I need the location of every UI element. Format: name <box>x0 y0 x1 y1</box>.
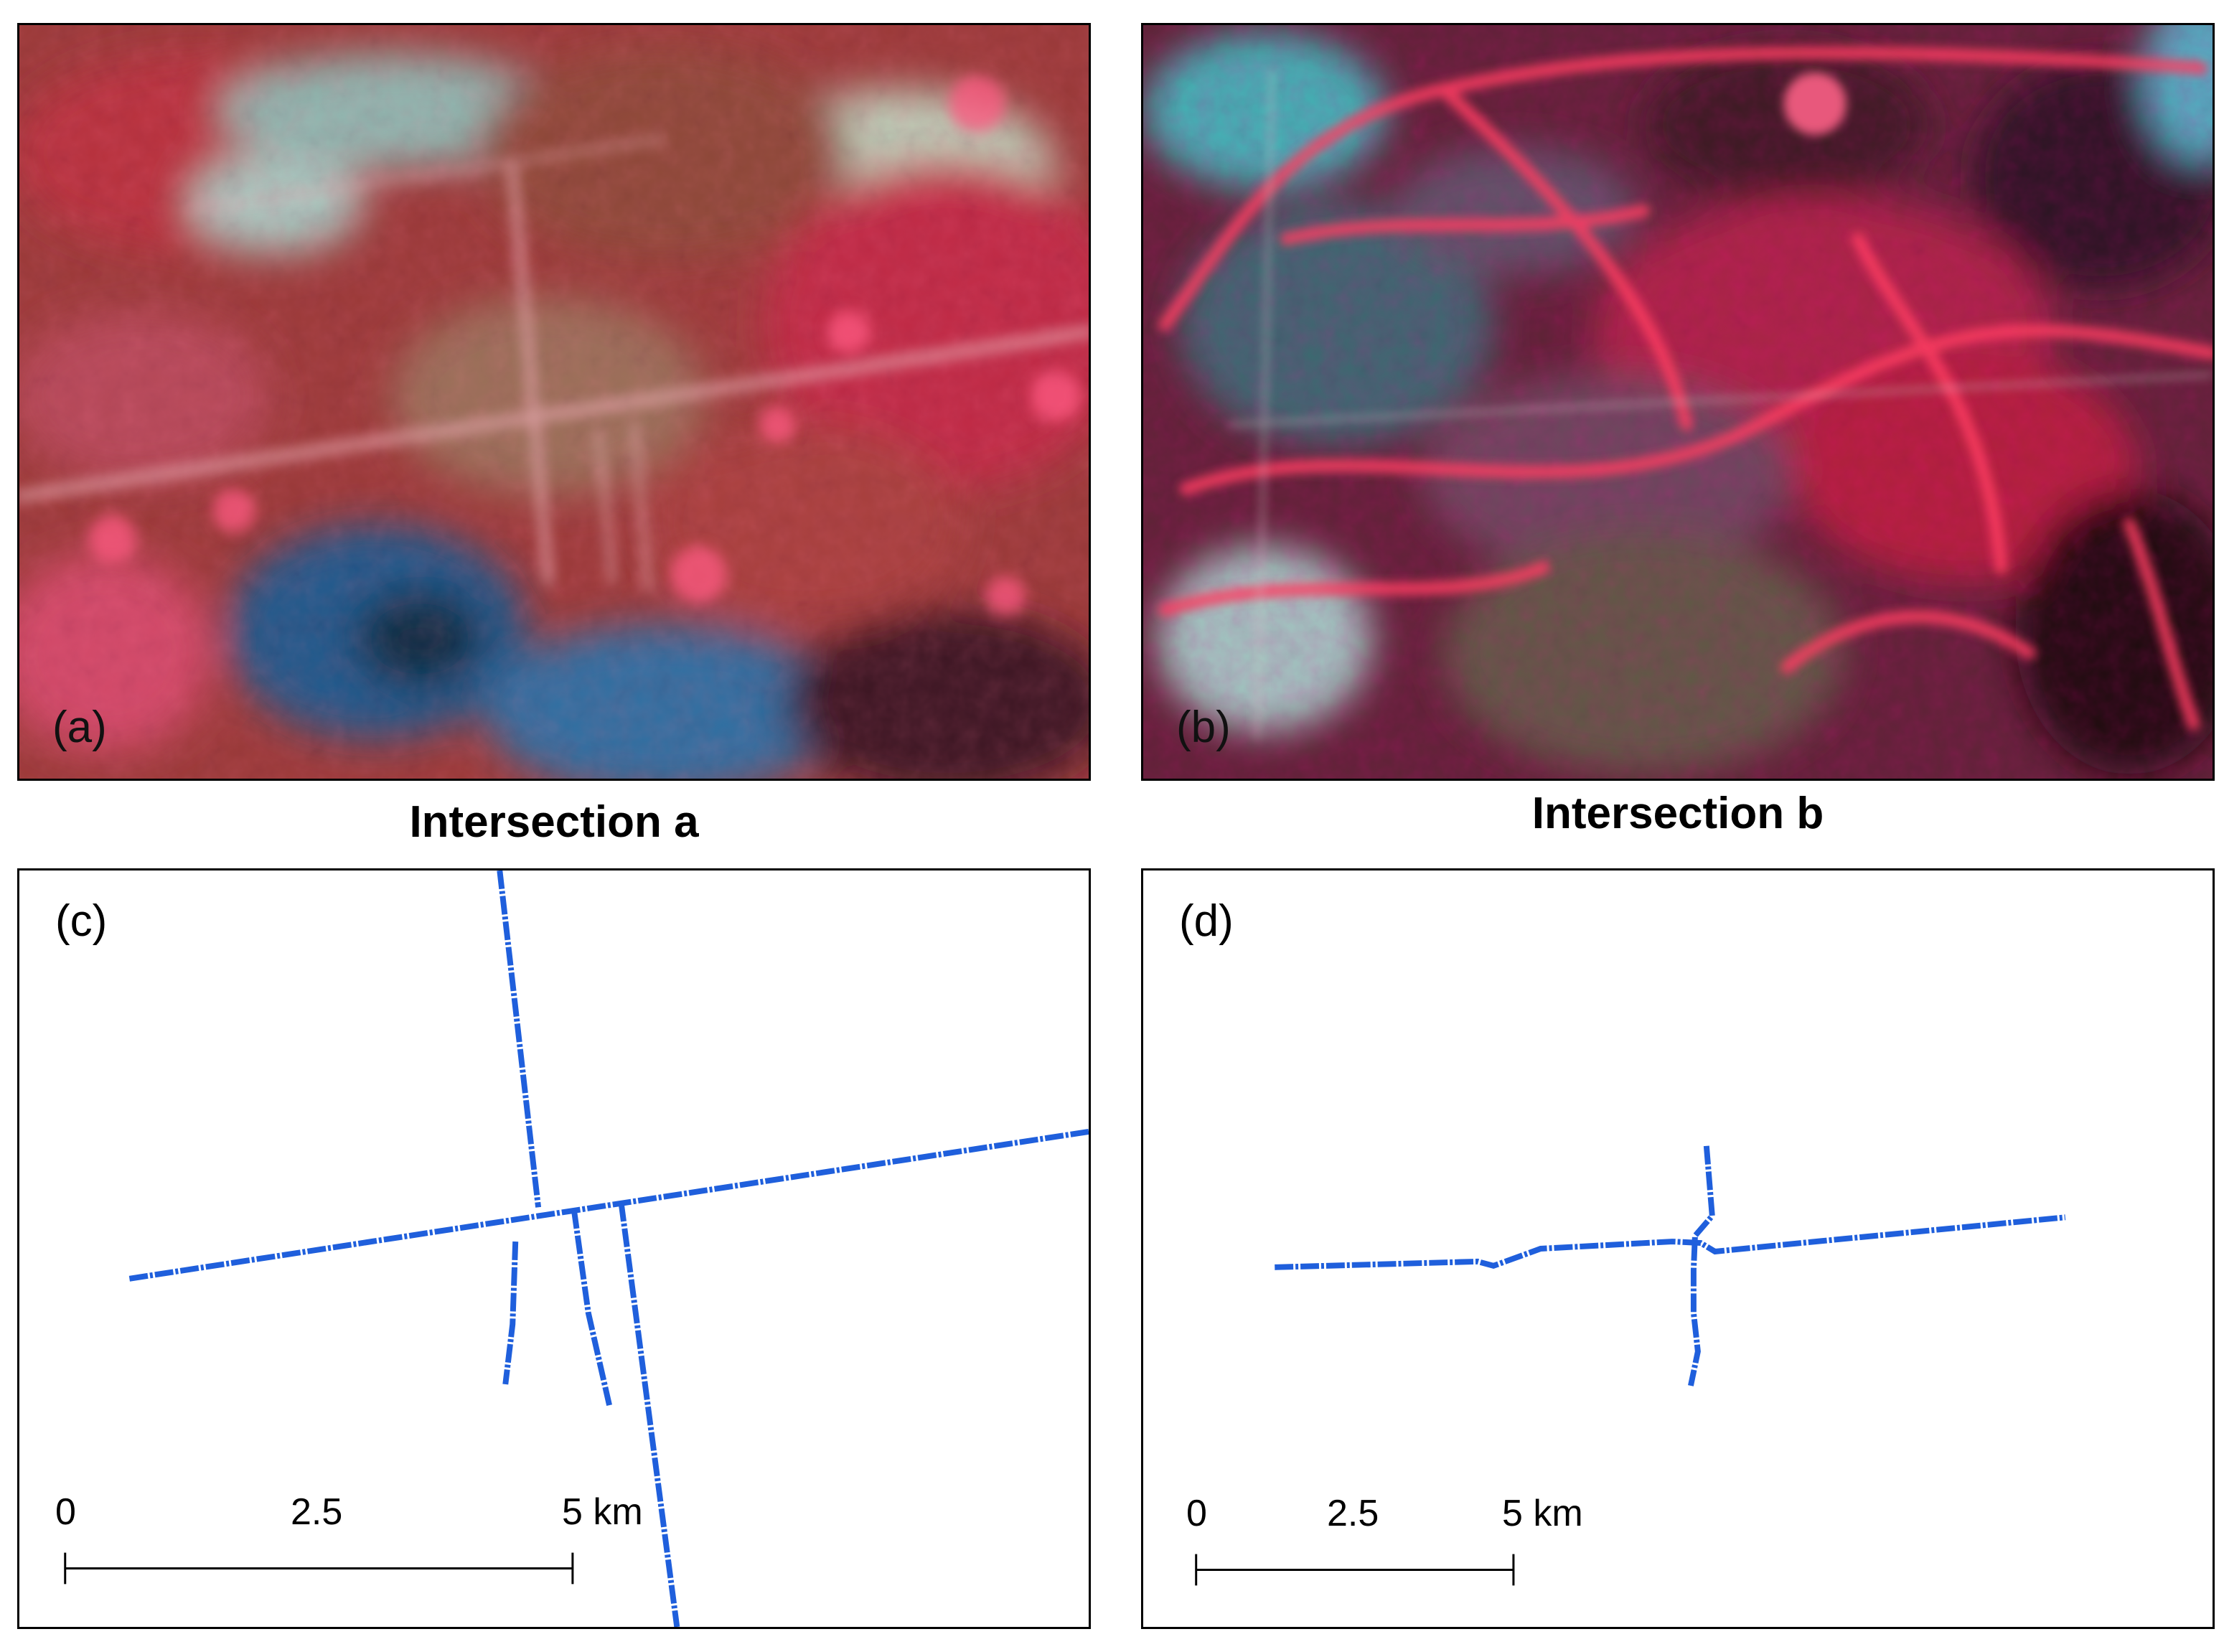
satellite-image-a: (a) <box>17 23 1091 781</box>
caption-intersection-b: Intersection b <box>1531 789 1824 838</box>
satellite-image-b: (b) <box>1141 23 2215 781</box>
panel-label-b: (b) <box>1176 703 1231 752</box>
road-line-branch-1 <box>502 1241 519 1385</box>
scale-tick-2-5: 2.5 <box>291 1491 343 1533</box>
road-line-branch-2 <box>571 1209 613 1408</box>
road-line-vertical-north <box>497 870 542 1208</box>
panel-label-a: (a) <box>52 703 107 752</box>
caption-intersection-a: Intersection a <box>409 797 699 847</box>
panel-label-c: (c) <box>55 896 108 946</box>
scale-tick-0: 0 <box>55 1491 76 1533</box>
scale-bar <box>64 1552 574 1585</box>
panel-label-d: (d) <box>1179 896 1234 946</box>
scale-bar <box>1195 1554 1515 1586</box>
road-line-horizontal <box>1275 1214 2066 1270</box>
road-map-d: (d) 0 2.5 5 km <box>1141 868 2215 1629</box>
scale-tick-0: 0 <box>1186 1493 1207 1534</box>
road-line-vertical <box>1688 1145 1715 1386</box>
road-line-horizontal <box>128 1128 1089 1282</box>
scale-tick-2-5: 2.5 <box>1327 1493 1379 1534</box>
road-lines-d <box>1195 1145 2066 1586</box>
road-lines-c <box>64 870 1089 1627</box>
scale-tick-5km: 5 km <box>1502 1493 1583 1534</box>
scale-tick-5km: 5 km <box>562 1491 643 1533</box>
satellite-raster-a <box>19 25 1089 779</box>
road-line-vertical-south <box>618 1202 680 1627</box>
satellite-raster-b <box>1143 25 2213 779</box>
road-map-c: (c) 0 2.5 5 km <box>17 868 1091 1629</box>
